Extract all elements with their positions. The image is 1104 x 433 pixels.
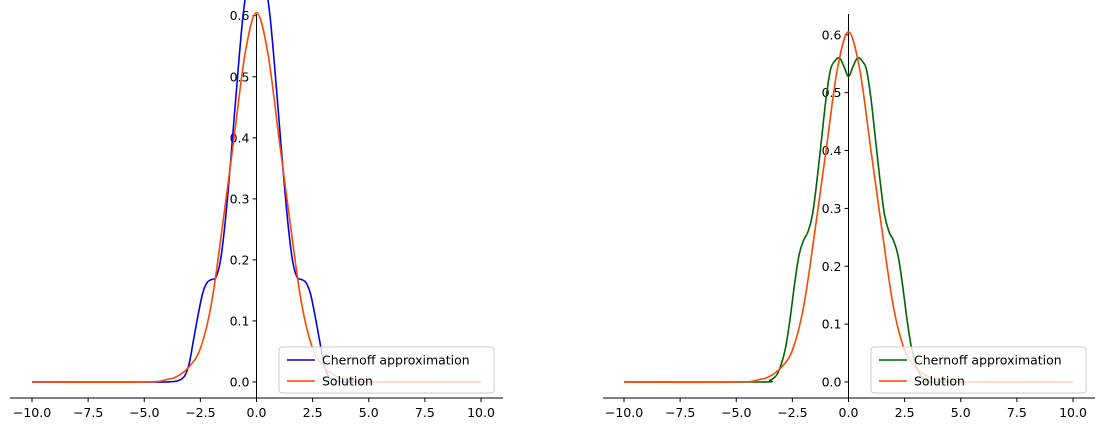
x-tick-label: −5.0 [129, 405, 159, 420]
x-tick-label: −10.0 [605, 405, 643, 420]
y-tick-label: 0.3 [822, 201, 842, 216]
left-plot: −10.0 −7.5 −5.0 −2.5 0.0 2.5 5.0 7.5 10.0 0.0 0.1 0… [10, 0, 503, 420]
x-tick-label: 10.0 [467, 405, 495, 420]
right-plot: −10.0 −7.5 −5.0 −2.5 0.0 2.5 5.0 7.5 10.0 0.0 0.1 0… [603, 14, 1095, 420]
y-tick-label: 0.1 [230, 313, 250, 328]
y-tick-label: 0.3 [230, 191, 250, 206]
legend-label: Chernoff approximation [322, 353, 470, 368]
y-tick-label: 0.0 [822, 375, 842, 390]
y-tick-label: 0.2 [822, 259, 842, 274]
x-tick-label: 5.0 [951, 405, 971, 420]
legend-label: Chernoff approximation [914, 353, 1062, 368]
y-tick-label: 0.5 [822, 85, 842, 100]
x-tick-label: 2.5 [895, 405, 915, 420]
legend-label: Solution [322, 374, 373, 389]
x-tick-label: 7.5 [415, 405, 435, 420]
x-tick-label: −2.5 [185, 405, 215, 420]
x-tick-label: −7.5 [73, 405, 103, 420]
x-tick-label: 0.0 [247, 405, 267, 420]
y-tick-label: 0.0 [230, 375, 250, 390]
x-tick-label: 10.0 [1059, 405, 1087, 420]
x-tick-label: 2.5 [303, 405, 323, 420]
x-tick-label: −7.5 [665, 405, 695, 420]
x-tick-label: −2.5 [777, 405, 807, 420]
x-tick-label: 7.5 [1007, 405, 1027, 420]
y-tick-label: 0.1 [822, 317, 842, 332]
x-tick-label: −5.0 [721, 405, 751, 420]
x-tick-label: 0.0 [839, 405, 859, 420]
chernoff-approximation-line [32, 0, 481, 383]
y-tick-label: 0.6 [230, 8, 250, 23]
legend-label: Solution [914, 374, 965, 389]
x-tick-label: 5.0 [359, 405, 379, 420]
legend-box [870, 346, 1087, 394]
y-tick-label: 0.6 [822, 27, 842, 42]
y-tick-label: 0.2 [230, 252, 250, 267]
legend-box [278, 346, 495, 394]
chernoff-approximation-line [623, 56, 1074, 383]
y-tick-label: 0.5 [230, 69, 250, 84]
x-tick-label: −10.0 [13, 405, 51, 420]
